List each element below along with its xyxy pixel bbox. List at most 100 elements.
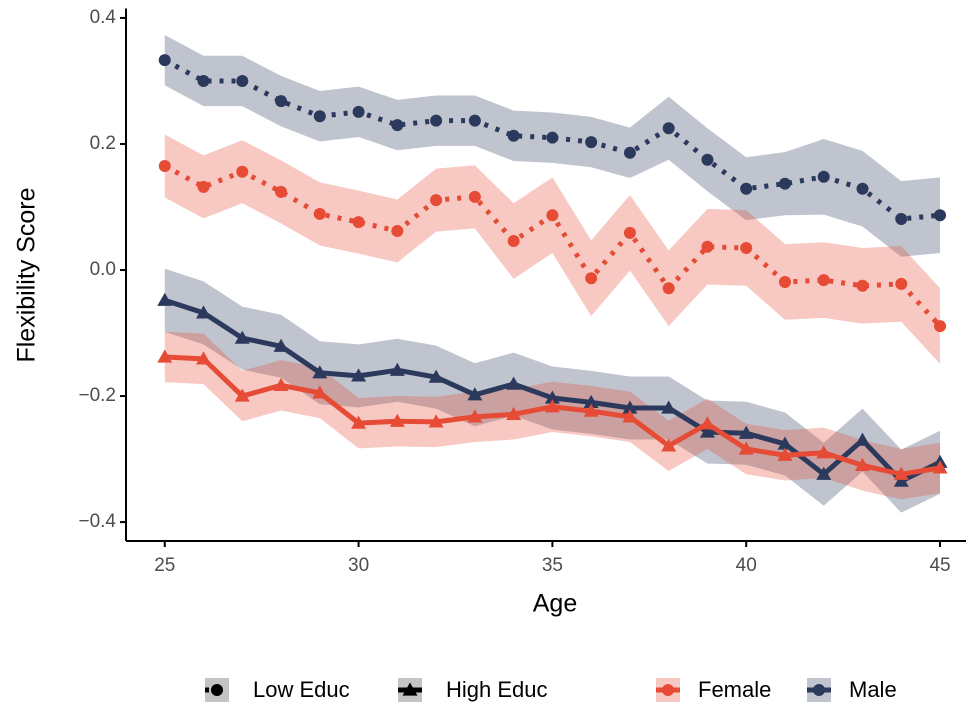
marker (157, 349, 173, 363)
marker (352, 105, 365, 118)
x-tick-label: 45 (929, 555, 950, 576)
marker (895, 212, 908, 225)
marker (313, 207, 326, 220)
marker (158, 54, 171, 67)
marker (507, 129, 520, 142)
marker (661, 438, 677, 452)
marker (740, 182, 753, 195)
marker (662, 122, 675, 135)
marker (622, 400, 638, 414)
marker (583, 394, 599, 408)
marker (583, 403, 599, 417)
marker (351, 368, 367, 382)
marker (430, 194, 443, 207)
y-tick-label: 0.4 (90, 7, 117, 28)
marker (313, 110, 326, 123)
marker (468, 114, 481, 127)
legend-marker (402, 682, 418, 696)
x-axis-title: Age (533, 590, 577, 618)
marker (856, 279, 869, 292)
marker (467, 387, 483, 401)
marker (391, 224, 404, 237)
legend-label: Female (698, 677, 771, 702)
marker (623, 146, 636, 159)
marker (275, 95, 288, 108)
marker (778, 275, 791, 288)
x-tick-label: 30 (348, 555, 369, 576)
marker (816, 445, 832, 459)
legend-marker (211, 684, 223, 696)
marker (468, 190, 481, 203)
marker (197, 74, 210, 87)
marker (351, 415, 367, 429)
marker (934, 320, 947, 333)
legend-marker (813, 684, 825, 696)
marker (893, 466, 909, 480)
marker (197, 180, 210, 193)
confidence-band (164, 34, 941, 257)
y-tick-label: 0.0 (90, 259, 116, 280)
x-tick-label: 40 (736, 555, 757, 576)
x-tick-label: 35 (542, 555, 563, 576)
marker (196, 351, 212, 365)
marker (701, 153, 714, 166)
marker (430, 114, 443, 127)
x-tick-label: 25 (154, 555, 175, 576)
confidence-band (164, 331, 941, 500)
marker (856, 182, 869, 195)
marker (817, 170, 830, 183)
marker (778, 177, 791, 190)
marker (428, 369, 444, 383)
y-tick-label: −0.4 (78, 511, 116, 532)
marker (934, 209, 947, 222)
marker (585, 272, 598, 285)
y-axis-title: Flexibility Score (13, 187, 41, 362)
marker (234, 388, 250, 402)
marker (585, 136, 598, 149)
marker (777, 447, 793, 461)
marker (352, 216, 365, 229)
marker (855, 432, 871, 446)
marker (467, 409, 483, 423)
marker (275, 185, 288, 198)
legend-marker (662, 684, 674, 696)
marker (622, 409, 638, 423)
marker (662, 282, 675, 295)
y-tick-label: −0.2 (78, 385, 116, 406)
marker (428, 414, 444, 428)
y-tick-label: 0.2 (90, 133, 116, 154)
marker (389, 413, 405, 427)
legend-label: High Educ (446, 677, 548, 702)
marker (506, 376, 522, 390)
marker (546, 131, 559, 144)
marker (699, 424, 715, 438)
marker (312, 385, 328, 399)
marker (855, 457, 871, 472)
marker (699, 416, 715, 430)
marker (738, 425, 754, 439)
marker (389, 362, 405, 376)
marker (544, 399, 560, 413)
marker (740, 241, 753, 254)
marker (506, 406, 522, 420)
marker (701, 240, 714, 253)
marker (816, 466, 832, 480)
marker (738, 441, 754, 455)
marker (932, 460, 948, 474)
marker (273, 377, 289, 391)
marker (312, 365, 328, 379)
marker (196, 305, 212, 319)
marker (546, 209, 559, 222)
legend-label: Male (849, 677, 897, 702)
marker (777, 436, 793, 450)
marker (895, 277, 908, 290)
marker (623, 226, 636, 239)
marker (234, 330, 250, 344)
marker (236, 74, 249, 87)
marker (158, 160, 171, 173)
marker (236, 165, 249, 178)
marker (817, 274, 830, 287)
marker (507, 235, 520, 248)
marker (391, 119, 404, 132)
